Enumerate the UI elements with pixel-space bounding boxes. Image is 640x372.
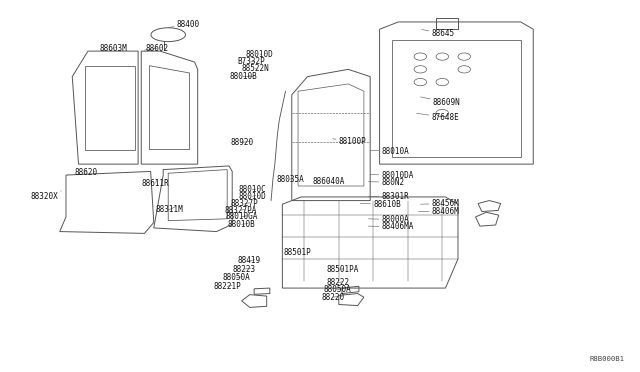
Text: 88501P: 88501P	[284, 248, 312, 257]
Text: 88221P: 88221P	[213, 282, 241, 291]
Text: 88522N: 88522N	[242, 64, 269, 73]
Text: 88327P: 88327P	[231, 199, 259, 208]
Text: 88400: 88400	[168, 20, 200, 29]
Text: 88010B: 88010B	[228, 220, 255, 229]
Text: 88611R: 88611R	[142, 179, 170, 187]
Text: 88406M: 88406M	[419, 207, 460, 216]
Text: 88010C: 88010C	[239, 185, 266, 194]
Text: 88222: 88222	[326, 278, 349, 287]
Text: 88301R: 88301R	[369, 192, 409, 201]
Text: 88609N: 88609N	[420, 97, 461, 107]
Text: 88100P: 88100P	[333, 137, 367, 146]
Text: 88620: 88620	[74, 168, 97, 177]
Text: 87648E: 87648E	[417, 113, 460, 122]
Text: 88501PA: 88501PA	[326, 265, 358, 274]
Text: 88010B: 88010B	[229, 72, 257, 81]
Text: 88406MA: 88406MA	[369, 222, 414, 231]
Text: 88320X: 88320X	[30, 191, 61, 201]
Text: 88010A: 88010A	[371, 147, 409, 156]
Text: 88010GA: 88010GA	[226, 212, 259, 221]
Text: 88000A: 88000A	[369, 215, 409, 224]
Text: 88010D: 88010D	[239, 192, 266, 201]
Text: 886040A: 886040A	[312, 177, 345, 186]
Text: 88311M: 88311M	[155, 205, 183, 214]
Text: 88220: 88220	[321, 293, 344, 302]
Text: B7332P: B7332P	[237, 57, 265, 66]
Text: 88327PA: 88327PA	[225, 206, 257, 215]
Text: 88456M: 88456M	[420, 199, 460, 208]
Text: 88050A: 88050A	[323, 285, 351, 294]
Text: 88010DA: 88010DA	[371, 171, 414, 180]
Text: 88035A: 88035A	[276, 175, 304, 184]
Text: R8B000B1: R8B000B1	[589, 356, 624, 362]
Text: 88602: 88602	[145, 44, 169, 53]
Text: 88010D: 88010D	[246, 49, 274, 58]
Text: 88223: 88223	[232, 264, 255, 274]
Text: 88050A: 88050A	[223, 273, 250, 282]
Text: 880N2: 880N2	[369, 178, 404, 187]
Text: 88645: 88645	[422, 29, 455, 38]
Text: 88419: 88419	[237, 256, 260, 265]
Text: 88603M: 88603M	[99, 44, 127, 53]
Text: 88610B: 88610B	[360, 200, 401, 209]
Text: 88920: 88920	[231, 138, 254, 147]
